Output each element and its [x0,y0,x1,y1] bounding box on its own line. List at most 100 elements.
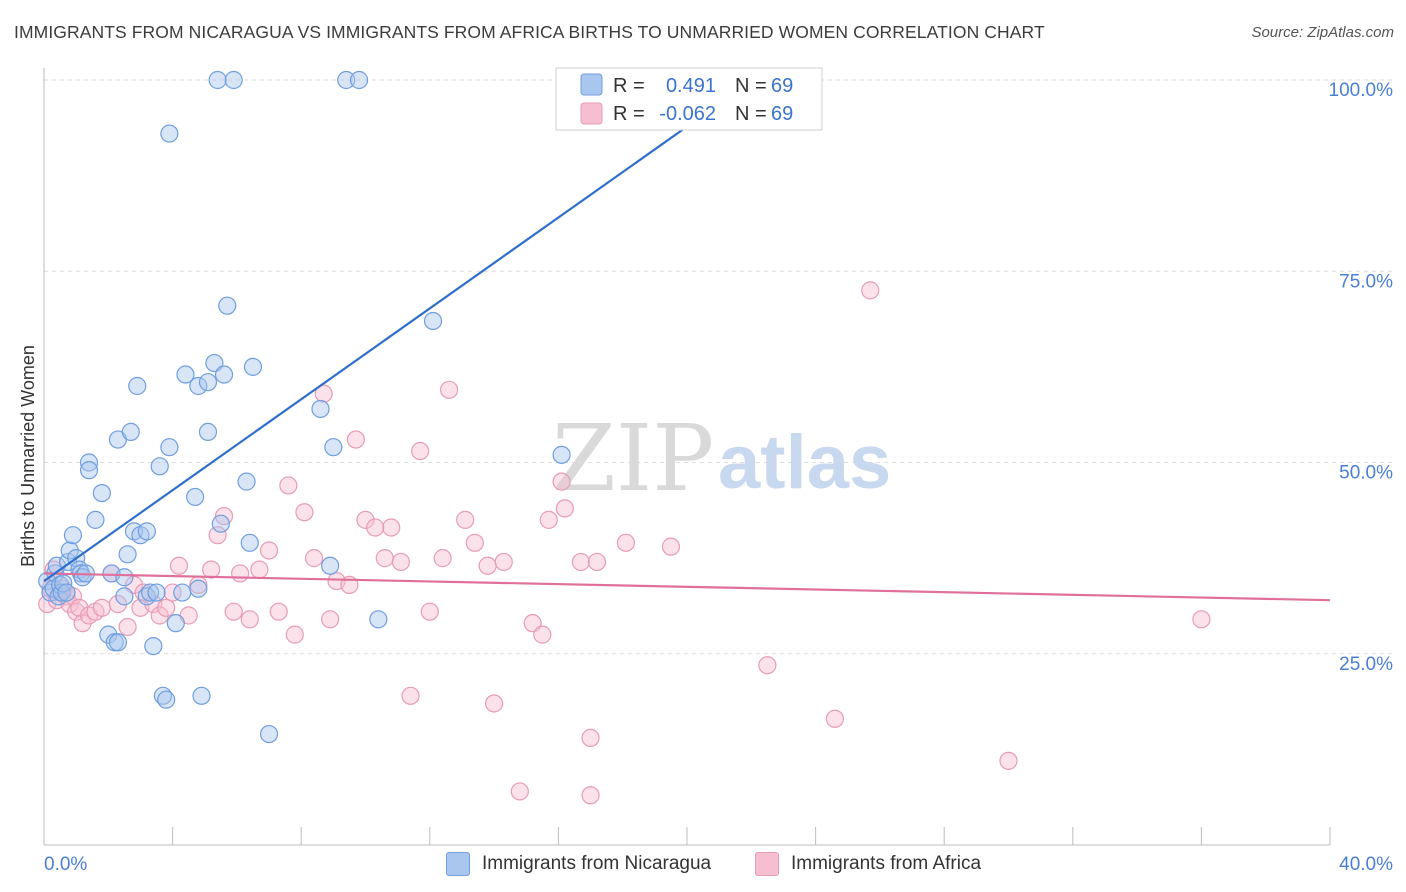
data-point-nicaragua [115,568,134,587]
legend-swatch [446,852,470,876]
data-point-nicaragua [176,365,195,384]
legend-r-label-2: R = [613,103,645,125]
legend-r-value-2: -0.062 [659,103,716,125]
data-point-nicaragua [147,583,166,602]
data-point-africa [321,610,340,629]
legend-r-label-1: R = [613,75,645,97]
data-point-africa [366,518,385,537]
data-point-nicaragua [137,522,156,541]
data-point-africa [250,560,269,579]
data-point-africa [279,476,298,495]
x-tick-label-max: 40.0% [1339,854,1393,875]
data-point-africa [202,560,221,579]
x-tick-label-min: 0.0% [44,854,87,875]
data-point-nicaragua [337,70,356,90]
series-nicaragua [38,70,571,744]
chart-title: IMMIGRANTS FROM NICARAGUA VS IMMIGRANTS … [14,22,1045,42]
y-tick-label: 100.0% [1329,80,1394,101]
y-tick-label: 75.0% [1339,271,1393,292]
data-point-africa [456,510,475,529]
data-point-nicaragua [189,579,208,598]
data-point-nicaragua [63,526,83,545]
data-point-africa [314,384,333,403]
legend-swatch-africa [580,102,603,125]
data-point-africa [346,430,365,449]
legend-label: Immigrants from Africa [791,853,982,874]
data-point-africa [269,602,288,621]
trend-line-nicaragua [43,121,695,582]
data-point-nicaragua [240,533,259,552]
data-point-nicaragua [211,514,230,533]
watermark: ZIP atlas [552,405,891,512]
data-point-nicaragua [218,296,237,315]
source-credit: Source: ZipAtlas.com [1251,24,1394,41]
data-point-africa [356,510,375,529]
data-point-nicaragua [214,365,234,384]
legend-item-nicaragua: Immigrants from Nicaragua [446,850,711,878]
data-point-africa [1192,610,1211,629]
data-point-africa [259,541,279,560]
data-point-africa [285,625,304,644]
data-point-africa [382,518,401,537]
series-africa [38,281,1211,805]
legend-n-value-2: 69 [771,103,793,125]
data-point-africa [661,537,681,556]
legend-item-africa: Immigrants from Africa [755,850,981,878]
data-point-nicaragua [160,438,179,457]
data-point-africa [555,499,574,518]
data-point-nicaragua [140,583,160,602]
data-point-africa [581,728,600,748]
data-point-nicaragua [121,422,140,441]
gridlines [44,79,1392,655]
watermark-zip: ZIP [552,405,714,512]
y-tick-label: 25.0% [1339,654,1393,675]
data-point-nicaragua [79,461,99,480]
y-tick-label: 50.0% [1339,463,1393,484]
trend-line-africa [43,572,1331,602]
legend-swatch [755,852,779,876]
data-point-africa [295,503,314,522]
data-point-africa [539,510,558,529]
data-point-africa [163,583,182,602]
trend-lines [43,121,1331,602]
data-point-africa [433,549,452,568]
data-point-nicaragua [198,373,218,392]
data-point-nicaragua [552,445,571,464]
axes [43,68,1331,846]
data-point-africa [391,552,410,572]
data-point-africa [478,556,497,575]
data-point-africa [169,556,189,575]
data-point-nicaragua [311,399,330,419]
data-point-nicaragua [52,583,71,602]
data-point-africa [999,751,1018,770]
data-point-africa [375,549,394,568]
data-point-africa [401,686,420,705]
data-point-africa [758,656,777,675]
data-point-nicaragua [192,686,211,705]
data-point-nicaragua [160,124,179,143]
data-point-africa [861,281,880,300]
data-point-nicaragua [79,453,99,472]
data-point-nicaragua [259,724,279,744]
data-point-africa [533,625,552,644]
data-point-africa [439,380,459,399]
data-point-africa [304,549,324,568]
data-point-nicaragua [224,70,243,90]
data-point-nicaragua [208,70,227,90]
data-point-nicaragua [144,636,163,656]
y-tick-labels: 25.0% 50.0% 75.0% 100.0% [1329,80,1394,675]
data-point-africa [825,709,844,728]
legend-n-label-2: N = [735,103,767,125]
data-point-nicaragua [237,472,256,491]
data-point-africa [157,598,176,617]
data-point-africa [224,602,243,621]
legend-n-value-1: 69 [771,75,793,97]
data-point-africa [616,533,636,552]
data-point-africa [494,552,513,572]
data-point-nicaragua [324,438,343,457]
data-point-africa [465,533,484,552]
data-point-nicaragua [198,422,218,441]
data-point-africa [581,786,600,805]
y-axis-title: Births to Unmarried Women [18,345,38,567]
data-point-nicaragua [186,487,205,507]
